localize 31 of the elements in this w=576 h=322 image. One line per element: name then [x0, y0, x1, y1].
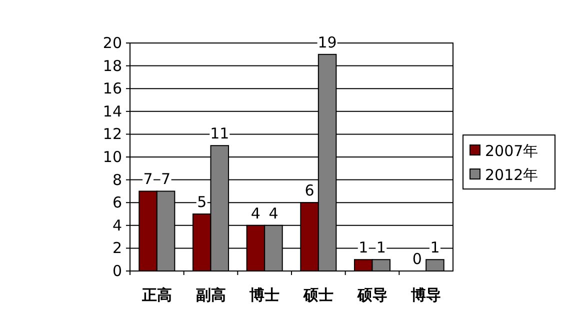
data-label: 1 — [376, 238, 386, 257]
y-tick-label: 12 — [102, 125, 122, 144]
y-tick-label: 20 — [102, 34, 122, 52]
data-label: 0 — [412, 250, 422, 268]
data-label: 19 — [318, 33, 337, 52]
data-label: 7 — [161, 170, 171, 188]
x-tick-label: 博士 — [248, 286, 280, 304]
data-label: 1 — [430, 238, 440, 257]
y-tick-label: 8 — [112, 170, 122, 189]
y-tick-label: 4 — [112, 216, 122, 234]
x-tick-label: 副高 — [196, 286, 226, 304]
data-label: 4 — [250, 204, 260, 222]
y-tick-label: 14 — [102, 102, 122, 120]
x-tick-label: 硕导 — [356, 286, 388, 304]
y-tick-label: 0 — [112, 262, 122, 280]
y-tick-label: 2 — [112, 239, 122, 258]
y-tick-label: 18 — [102, 56, 122, 75]
x-tick-label: 博导 — [410, 286, 442, 304]
y-tick-label: 16 — [102, 80, 122, 98]
legend-label: 2007年 — [485, 142, 538, 160]
x-tick-label: 正高 — [140, 286, 172, 304]
y-tick-label: 10 — [102, 148, 122, 166]
data-label: 5 — [197, 193, 207, 211]
data-label: 1 — [358, 238, 368, 257]
data-label: 7 — [143, 170, 153, 188]
data-label: 6 — [304, 182, 314, 200]
data-label: 4 — [268, 204, 278, 222]
data-label: 11 — [210, 124, 230, 143]
x-tick-label: 硕士 — [302, 286, 334, 304]
legend-label: 2012年 — [485, 166, 538, 184]
y-tick-label: 6 — [112, 194, 122, 212]
